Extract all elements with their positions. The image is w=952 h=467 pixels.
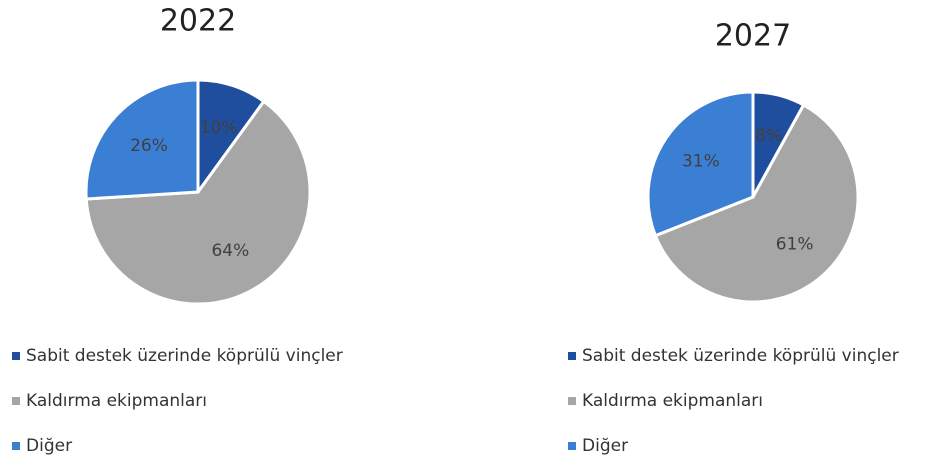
data-label: 8% [755, 126, 782, 146]
legend-swatch [12, 352, 20, 360]
chart-title: 2027 [715, 19, 791, 54]
legend-label: Diğer [26, 436, 72, 456]
legend-swatch [568, 397, 576, 405]
pie-slice [646, 90, 755, 238]
legend-swatch [12, 397, 20, 405]
legend-label: Sabit destek üzerinde köprülü vinçler [582, 346, 899, 366]
pie-slice [84, 78, 200, 201]
data-label: 61% [776, 234, 814, 254]
data-label: 26% [130, 136, 168, 156]
legend-label: Diğer [582, 436, 628, 456]
legend-swatch [568, 442, 576, 450]
chart-title: 2022 [160, 4, 236, 39]
legend-label: Kaldırma ekipmanları [26, 391, 207, 411]
legend-label: Sabit destek üzerinde köprülü vinçler [26, 346, 343, 366]
legend-swatch [568, 352, 576, 360]
pie-slice [653, 102, 860, 304]
data-label: 10% [200, 118, 238, 138]
legend-swatch [12, 442, 20, 450]
legend-label: Kaldırma ekipmanları [582, 391, 763, 411]
data-label: 64% [211, 241, 249, 261]
data-label: 31% [682, 152, 720, 172]
pie-slice [84, 99, 312, 306]
